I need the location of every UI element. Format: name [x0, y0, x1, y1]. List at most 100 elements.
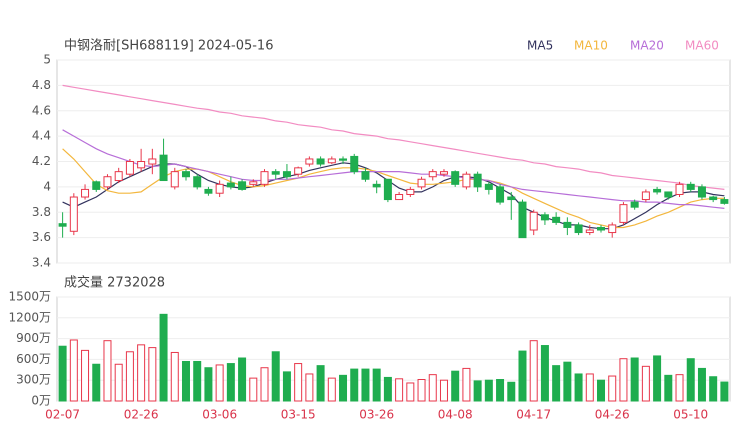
volume-bar [518, 350, 527, 402]
volume-bar [58, 345, 67, 402]
candle-body [574, 224, 583, 234]
volume-bar [552, 365, 561, 402]
ma-line [62, 84, 725, 190]
candle-body [372, 183, 381, 188]
candle-body [720, 199, 729, 204]
candle-body [282, 171, 291, 178]
volume-bar [664, 374, 673, 402]
volume-bar [327, 377, 336, 402]
candle-body [305, 158, 314, 165]
x-tick-label: 03-06 [202, 408, 237, 422]
volume-bar [249, 377, 258, 402]
candle-body [339, 158, 348, 161]
y-tick-label: 5 [43, 53, 51, 67]
volume-bar [350, 368, 359, 402]
volume-bar [630, 357, 639, 402]
volume-bar [574, 373, 583, 402]
candle-body [137, 161, 146, 169]
volume-bar [720, 381, 729, 402]
volume-bar [496, 379, 505, 402]
candle-body [563, 221, 572, 228]
volume-bar [597, 379, 606, 402]
volume-bar [103, 340, 112, 402]
candle-body [204, 188, 213, 194]
volume-bar [540, 345, 549, 402]
candle-body [585, 229, 594, 234]
volume-bar [170, 351, 179, 402]
candle-body [395, 193, 404, 201]
y-tick-label: 4 [43, 179, 51, 193]
volume-bar [686, 358, 695, 402]
y-tick-label: 4.6 [32, 103, 51, 117]
candle-body [181, 171, 190, 178]
candle-body [193, 176, 202, 188]
volume-bar [204, 367, 213, 402]
candle-body [350, 155, 359, 173]
volume-bar [585, 373, 594, 402]
candle-body [170, 171, 179, 188]
volume-bar [159, 313, 168, 402]
candle-body [428, 171, 437, 178]
candle-body [215, 183, 224, 194]
volume-bar [238, 357, 247, 402]
candle-body [439, 171, 448, 175]
candle-body [406, 188, 415, 195]
candle-body [597, 226, 606, 231]
volume-bar [619, 358, 628, 402]
candle-body [697, 186, 706, 198]
legend-entry: MA10 [574, 39, 608, 53]
volume-bar [451, 370, 460, 402]
candle-body [451, 171, 460, 185]
candle-body [552, 216, 561, 223]
volume-bar [282, 371, 291, 402]
candle-body [641, 191, 650, 201]
candle-body [653, 188, 662, 193]
y-tick-label: 3.6 [32, 230, 51, 244]
volume-bar [507, 381, 516, 402]
x-tick-label: 05-10 [673, 408, 708, 422]
x-tick-label: 03-26 [359, 408, 394, 422]
legend-entry: MA60 [685, 39, 719, 53]
y-tick-label: 0万 [31, 394, 51, 408]
x-tick-label: 02-26 [124, 408, 159, 422]
candle-body [507, 196, 516, 201]
candle-body [664, 191, 673, 198]
volume-bar [361, 368, 370, 402]
x-tick-label: 03-15 [281, 408, 316, 422]
candle-body [114, 171, 123, 182]
volume-bar [148, 347, 157, 402]
candle-body [518, 201, 527, 239]
candle-body [529, 211, 538, 231]
legend-entry: MA20 [630, 39, 664, 53]
candle-body [630, 201, 639, 208]
candle-body [484, 183, 493, 190]
volume-bar [417, 379, 426, 402]
plot-frame [56, 296, 731, 402]
candle-body [316, 158, 325, 165]
x-tick-label: 04-08 [438, 408, 473, 422]
volume-bar [653, 355, 662, 402]
candle-body [709, 196, 718, 201]
candle-body [496, 186, 505, 203]
volume-bar [439, 379, 448, 402]
candle-body [148, 158, 157, 165]
y-tick-label: 3.4 [32, 256, 51, 270]
volume-bar [563, 361, 572, 402]
volume-bar [709, 376, 718, 402]
candle-body [540, 214, 549, 221]
volume-bar [697, 367, 706, 402]
chart-title: 中钢洛耐[SH688119] 2024-05-16 [64, 39, 273, 54]
volume-bar [215, 364, 224, 402]
legend-entry: MA5 [527, 39, 553, 53]
volume-title: 成交量 2732028 [64, 275, 165, 291]
volume-bar [81, 349, 90, 402]
y-tick-label: 4.2 [32, 154, 51, 168]
volume-bar [641, 365, 650, 402]
volume-bar [406, 382, 415, 402]
ma-line [62, 129, 725, 209]
candle-body [249, 181, 258, 185]
volume-bar [484, 379, 493, 402]
volume-bar [383, 376, 392, 402]
candle-body [260, 171, 269, 185]
